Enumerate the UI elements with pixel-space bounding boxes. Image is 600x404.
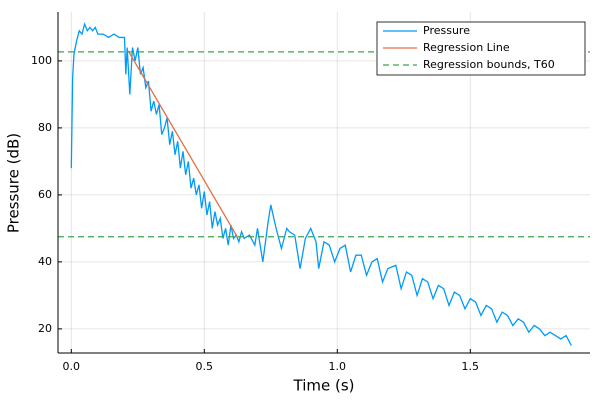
legend-label: Regression Line bbox=[423, 41, 510, 54]
y-tick-label: 20 bbox=[38, 322, 52, 335]
x-tick-label: 1.5 bbox=[462, 360, 480, 373]
y-tick-label: 80 bbox=[38, 121, 52, 134]
y-tick-label: 60 bbox=[38, 188, 52, 201]
y-tick-label: 100 bbox=[31, 54, 52, 67]
x-tick-label: 0.0 bbox=[63, 360, 81, 373]
legend-label: Pressure bbox=[423, 24, 470, 37]
y-axis-label: Pressure (dB) bbox=[5, 133, 23, 233]
x-tick-label: 1.0 bbox=[329, 360, 347, 373]
y-tick-label: 40 bbox=[38, 255, 52, 268]
line bbox=[70, 21, 572, 346]
x-tick-label: 0.5 bbox=[196, 360, 214, 373]
x-axis-label: Time (s) bbox=[293, 377, 355, 395]
legend-label: Regression bounds, T60 bbox=[423, 58, 555, 71]
line bbox=[127, 50, 238, 238]
